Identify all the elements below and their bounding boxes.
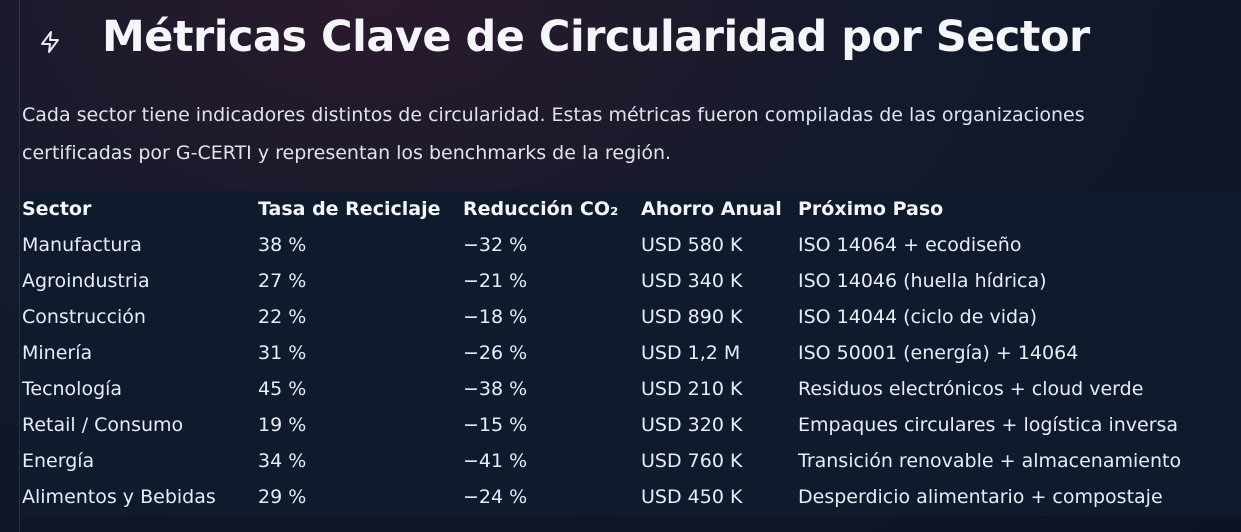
table-cell: USD 340 K [641, 270, 743, 292]
table-cell: −26 % [463, 342, 528, 364]
table-cell: Residuos electrónicos + cloud verde [798, 378, 1144, 400]
table-row: Minería 31 % −26 % USD 1,2 M ISO 50001 (ener… [22, 335, 1238, 371]
table-cell: USD 580 K [641, 234, 743, 256]
table-cell: Desperdicio alimentario + compostaje [798, 486, 1163, 508]
table-row: Alimentos y Bebidas 29 % −24 % USD 450 K Des… [22, 479, 1238, 515]
table-cell: 38 % [258, 234, 307, 256]
table-cell: USD 450 K [641, 486, 743, 508]
column-header: Sector [22, 198, 92, 220]
table-cell: −15 % [463, 414, 528, 436]
table-row: Construcción 22 % −18 % USD 890 K ISO 14044 … [22, 299, 1238, 335]
edge-line [19, 0, 20, 532]
table-row: Retail / Consumo 19 % −15 % USD 320 K Empaqu… [22, 407, 1238, 443]
column-header: Ahorro Anual [641, 198, 782, 220]
table-cell: −38 % [463, 378, 528, 400]
table-cell: Transición renovable + almacenamiento [798, 450, 1182, 472]
table-cell: ISO 50001 (energía) + 14064 [798, 342, 1079, 364]
table-cell: ISO 14046 (huella hídrica) [798, 270, 1047, 292]
table-cell: USD 1,2 M [641, 342, 741, 364]
table-cell: Construcción [22, 306, 146, 328]
intro-line: Cada sector tiene indicadores distintos … [22, 104, 1085, 126]
table-cell: USD 320 K [641, 414, 743, 436]
table-row: Tecnología 45 % −38 % USD 210 K Residuos ele… [22, 371, 1238, 407]
table-row: Energía 34 % −41 % USD 760 K Transición reno… [22, 443, 1238, 479]
table-cell: ISO 14044 (ciclo de vida) [798, 306, 1038, 328]
table-cell: ISO 14064 + ecodiseño [798, 234, 1022, 256]
table-cell: Minería [22, 342, 93, 364]
table-cell: 27 % [258, 270, 307, 292]
lightning-icon [41, 31, 59, 53]
table-cell: 34 % [258, 450, 307, 472]
table-container: Sector Tasa de Reciclaje Reducción CO₂ Ahor… [20, 191, 1241, 516]
table-cell: USD 760 K [641, 450, 743, 472]
table-cell: Agroindustria [22, 270, 150, 292]
title: Métricas Clave de Circularidad por Secto… [102, 12, 1090, 62]
intro: Cada sector tiene indicadores distintos … [22, 96, 1222, 172]
table-cell: 45 % [258, 378, 307, 400]
column-header: Tasa de Reciclaje [258, 198, 441, 220]
table-body: Manufactura 38 % −32 % USD 580 K ISO 14064 +… [22, 227, 1238, 515]
table-cell: USD 890 K [641, 306, 743, 328]
table-cell: Energía [22, 450, 95, 472]
table-cell: Alimentos y Bebidas [22, 486, 216, 508]
table-row: Manufactura 38 % −32 % USD 580 K ISO 14064 +… [22, 227, 1238, 263]
table-cell: −41 % [463, 450, 528, 472]
table-cell: Retail / Consumo [22, 414, 184, 436]
table-cell: −24 % [463, 486, 528, 508]
table-row: Agroindustria 27 % −21 % USD 340 K ISO 14046… [22, 263, 1238, 299]
header-row: Sector Tasa de Reciclaje Reducción CO₂ Ahor… [22, 191, 1238, 227]
table-cell: −21 % [463, 270, 528, 292]
table-cell: 29 % [258, 486, 307, 508]
table-cell: USD 210 K [641, 378, 743, 400]
table-cell: Empaques circulares + logística inversa [798, 414, 1179, 436]
intro-line: certificadas por G-CERTI y representan l… [22, 142, 672, 164]
metrics-table: Sector Tasa de Reciclaje Reducción CO₂ Ahor… [22, 191, 1238, 515]
table-cell: 19 % [258, 414, 307, 436]
table-cell: −18 % [463, 306, 528, 328]
column-header: Reducción CO₂ [463, 198, 619, 220]
column-header: Próximo Paso [798, 198, 944, 220]
table-cell: 22 % [258, 306, 307, 328]
table-cell: 31 % [258, 342, 307, 364]
table-cell: −32 % [463, 234, 528, 256]
table-cell: Manufactura [22, 234, 142, 256]
table-cell: Tecnología [22, 378, 123, 400]
